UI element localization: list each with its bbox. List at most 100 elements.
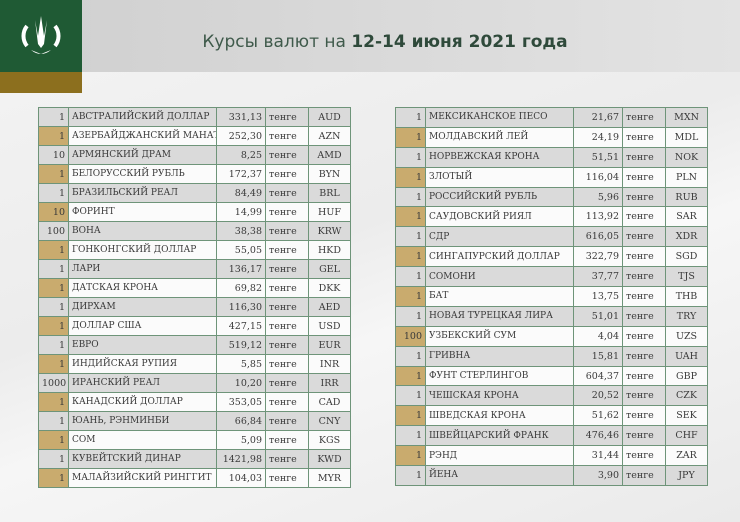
quantity-cell: 1	[395, 226, 426, 248]
quantity-cell: 1	[395, 246, 426, 268]
unit-cell: тенге	[622, 385, 666, 407]
quantity-cell: 1	[395, 365, 426, 387]
rate-value-cell: 5,85	[216, 354, 266, 374]
unit-cell: тенге	[265, 145, 309, 165]
rate-row: 1 САУДОВСКИЙ РИЯЛ 113,92 тенге SAR	[395, 206, 708, 228]
rate-row: 1 РОССИЙСКИЙ РУБЛЬ 5,96 тенге RUB	[395, 186, 708, 208]
currency-code-cell: BYN	[308, 164, 351, 184]
currency-name-cell: МЕКСИКАНСКОЕ ПЕСО	[425, 107, 574, 128]
currency-code-cell: SGD	[665, 246, 708, 268]
quantity-cell: 1	[395, 206, 426, 228]
quantity-cell: 1	[38, 316, 69, 336]
currency-name-cell: ЕВРО	[68, 335, 217, 355]
rate-row: 1 БРАЗИЛЬСКИЙ РЕАЛ 84,49 тенге BRL	[38, 183, 351, 203]
currency-name-cell: МОЛДАВСКИЙ ЛЕЙ	[425, 126, 574, 148]
currency-name-cell: ЗЛОТЫЙ	[425, 166, 574, 188]
rate-row: 100 ВОНА 38,38 тенге KRW	[38, 221, 351, 241]
unit-cell: тенге	[622, 405, 666, 427]
currency-name-cell: ЧЕШСКАЯ КРОНА	[425, 385, 574, 407]
rate-value-cell: 116,04	[573, 166, 623, 188]
rate-row: 1 НОВАЯ ТУРЕЦКАЯ ЛИРА 51,01 тенге TRY	[395, 305, 708, 327]
unit-cell: тенге	[265, 240, 309, 260]
quantity-cell: 1	[38, 183, 69, 203]
unit-cell: тенге	[622, 246, 666, 268]
unit-cell: тенге	[265, 164, 309, 184]
unit-cell: тенге	[265, 449, 309, 469]
rate-row: 1 НОРВЕЖСКАЯ КРОНА 51,51 тенге NOK	[395, 146, 708, 168]
unit-cell: тенге	[265, 202, 309, 222]
quantity-cell: 1	[395, 286, 426, 307]
rate-row: 1 МАЛАЙЗИЙСКИЙ РИНГГИТ 104,03 тенге MYR	[38, 468, 351, 488]
unit-cell: тенге	[265, 221, 309, 241]
rate-row: 10 АРМЯНСКИЙ ДРАМ 8,25 тенге AMD	[38, 145, 351, 165]
currency-name-cell: ЛАРИ	[68, 259, 217, 279]
currency-code-cell: AMD	[308, 145, 351, 165]
currency-name-cell: САУДОВСКИЙ РИЯЛ	[425, 206, 574, 228]
currency-name-cell: АЗЕРБАЙДЖАНСКИЙ МАНАТ	[68, 126, 217, 146]
page-title: Курсы валют на 12-14 июня 2021 года	[0, 32, 740, 52]
rate-value-cell: 104,03	[216, 468, 266, 488]
quantity-cell: 1	[38, 335, 69, 355]
rate-value-cell: 51,62	[573, 405, 623, 427]
rate-row: 1 СОМОНИ 37,77 тенге TJS	[395, 266, 708, 288]
rate-row: 1 ЧЕШСКАЯ КРОНА 20,52 тенге CZK	[395, 385, 708, 407]
unit-cell: тенге	[622, 465, 666, 486]
rate-row: 1 СИНГАПУРСКИЙ ДОЛЛАР 322,79 тенге SGD	[395, 246, 708, 268]
currency-code-cell: MYR	[308, 468, 351, 488]
rate-row: 10 ФОРИНТ 14,99 тенге HUF	[38, 202, 351, 222]
rate-row: 1 БАТ 13,75 тенге THB	[395, 286, 708, 307]
quantity-cell: 1	[395, 126, 426, 148]
unit-cell: тенге	[622, 126, 666, 148]
currency-name-cell: ЙЕНА	[425, 465, 574, 486]
currency-name-cell: НОРВЕЖСКАЯ КРОНА	[425, 146, 574, 168]
rate-value-cell: 15,81	[573, 345, 623, 367]
quantity-cell: 1	[395, 305, 426, 327]
currency-code-cell: EUR	[308, 335, 351, 355]
unit-cell: тенге	[622, 445, 666, 467]
unit-cell: тенге	[622, 166, 666, 188]
unit-cell: тенге	[622, 266, 666, 288]
rates-table-left: 1 АВСТРАЛИЙСКИЙ ДОЛЛАР 331,13 тенге AUD 1 АЗЕР…	[38, 107, 351, 488]
currency-name-cell: ВОНА	[68, 221, 217, 241]
rate-value-cell: 519,12	[216, 335, 266, 355]
rate-row: 1 ФУНТ СТЕРЛИНГОВ 604,37 тенге GBP	[395, 365, 708, 387]
rate-row: 1 ЛАРИ 136,17 тенге GEL	[38, 259, 351, 279]
currency-code-cell: IRR	[308, 373, 351, 393]
quantity-cell: 100	[395, 325, 426, 347]
rate-value-cell: 20,52	[573, 385, 623, 407]
unit-cell: тенге	[622, 345, 666, 367]
currency-code-cell: MXN	[665, 107, 708, 128]
quantity-cell: 1	[395, 186, 426, 208]
rate-row: 1 ГОНКОНГСКИЙ ДОЛЛАР 55,05 тенге HKD	[38, 240, 351, 260]
currency-name-cell: НОВАЯ ТУРЕЦКАЯ ЛИРА	[425, 305, 574, 327]
rate-value-cell: 427,15	[216, 316, 266, 336]
rate-row: 1 КУВЕЙТСКИЙ ДИНАР 1421,98 тенге KWD	[38, 449, 351, 469]
rate-value-cell: 4,04	[573, 325, 623, 347]
rate-value-cell: 51,01	[573, 305, 623, 327]
currency-code-cell: THB	[665, 286, 708, 307]
currency-code-cell: ZAR	[665, 445, 708, 467]
rate-row: 1 БЕЛОРУССКИЙ РУБЛЬ 172,37 тенге BYN	[38, 164, 351, 184]
rate-row: 1 АВСТРАЛИЙСКИЙ ДОЛЛАР 331,13 тенге AUD	[38, 107, 351, 127]
rate-value-cell: 66,84	[216, 411, 266, 431]
rate-value-cell: 113,92	[573, 206, 623, 228]
unit-cell: тенге	[622, 186, 666, 208]
currency-name-cell: КАНАДСКИЙ ДОЛЛАР	[68, 392, 217, 412]
rate-value-cell: 353,05	[216, 392, 266, 412]
currency-code-cell: AZN	[308, 126, 351, 146]
currency-code-cell: AED	[308, 297, 351, 317]
currency-name-cell: БРАЗИЛЬСКИЙ РЕАЛ	[68, 183, 217, 203]
rate-value-cell: 21,67	[573, 107, 623, 128]
unit-cell: тенге	[265, 373, 309, 393]
quantity-cell: 1	[38, 449, 69, 469]
unit-cell: тенге	[265, 259, 309, 279]
currency-code-cell: HKD	[308, 240, 351, 260]
rate-row: 1 МЕКСИКАНСКОЕ ПЕСО 21,67 тенге MXN	[395, 107, 708, 128]
quantity-cell: 1	[38, 468, 69, 488]
gold-accent-bar	[0, 72, 82, 93]
currency-code-cell: KWD	[308, 449, 351, 469]
unit-cell: тенге	[622, 325, 666, 347]
national-bank-emblem-icon	[21, 16, 61, 54]
rate-row: 1 СОМ 5,09 тенге KGS	[38, 430, 351, 450]
rate-value-cell: 55,05	[216, 240, 266, 260]
